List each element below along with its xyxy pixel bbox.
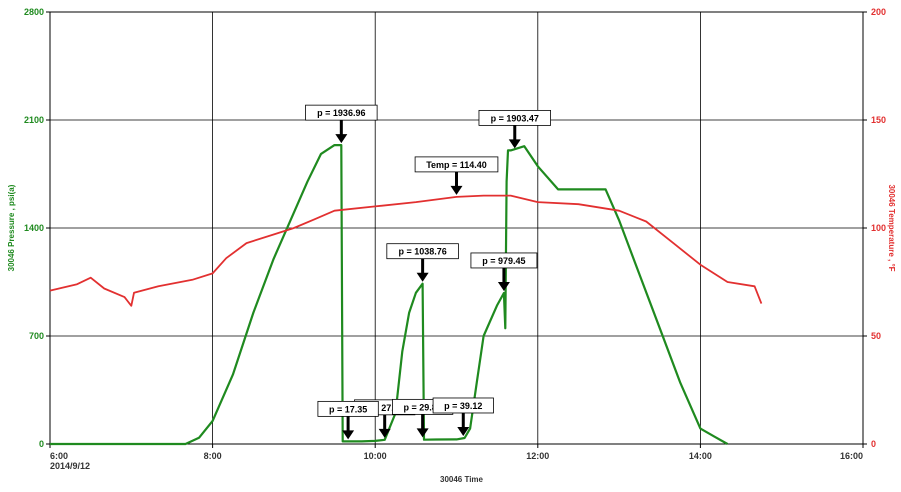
left-tick-label: 2100 [24, 115, 44, 125]
annotation-box [317, 400, 379, 417]
x-axis-ticks: 6:00 8:00 10:00 12:00 14:00 16:00 [49, 444, 864, 461]
x-tick-label: 6:00 [50, 451, 68, 461]
annotation: p = 39.12 [432, 397, 494, 436]
temperature-series-line [49, 194, 763, 307]
annotation-box [478, 109, 551, 126]
annotation-box [305, 104, 378, 121]
annotation-arrowhead [497, 281, 510, 291]
series-layer [49, 144, 763, 446]
x-tick-label: 8:00 [204, 451, 222, 461]
annotation: p = 1936.96 [305, 104, 378, 144]
left-axis-ticks: 0 700 1400 2100 2800 [24, 7, 50, 449]
annotation-label: p = 29.87 [403, 402, 441, 412]
annotation: p = 979.45 [470, 252, 538, 291]
annotation-arrowhead [342, 430, 355, 440]
date-label: 2014/9/12 [50, 461, 90, 471]
annotation: Temp = 114.40 [414, 156, 499, 195]
annotation-box [470, 252, 538, 269]
annotation-label: p = 17.35 [329, 404, 367, 414]
annotation-box [432, 397, 494, 414]
annotation-layer: p = 1936.96 p = 1903.47 Temp = 114.40 p = 1… [305, 104, 551, 440]
annotation-box [386, 243, 459, 260]
x-tick-label: 12:00 [526, 451, 549, 461]
right-tick-label: 100 [871, 223, 886, 233]
annotation-label: p = 1936.96 [317, 108, 365, 118]
right-tick-label: 150 [871, 115, 886, 125]
annotation-label: p = 1903.47 [491, 113, 539, 123]
right-tick-label: 200 [871, 7, 886, 17]
annotation-arrowhead [335, 134, 348, 144]
annotation: p = 1038.76 [386, 243, 459, 282]
left-tick-label: 2800 [24, 7, 44, 17]
x-tick-label: 16:00 [840, 451, 863, 461]
annotation-arrowhead [416, 272, 429, 282]
annotation-arrowhead [450, 185, 463, 195]
x-axis-title: 30046 Time [440, 475, 484, 484]
pressure-series-line [50, 144, 729, 446]
annotation-label: p = 979.45 [482, 256, 525, 266]
x-tick-label: 14:00 [689, 451, 712, 461]
x-tick-label: 10:00 [364, 451, 387, 461]
annotation-arrowhead [378, 428, 391, 438]
right-axis-title: 30046 Temperature , °F [887, 184, 896, 271]
annotation-label: p = 39.12 [444, 401, 482, 411]
annotation-box [414, 156, 499, 173]
annotation-arrowhead [416, 428, 429, 438]
annotation-arrowhead [508, 139, 521, 149]
annotation-label: p = 27.26 [366, 403, 404, 413]
right-tick-label: 0 [871, 439, 876, 449]
left-tick-label: 1400 [24, 223, 44, 233]
left-tick-label: 700 [29, 331, 44, 341]
annotation-arrowhead [457, 426, 470, 436]
annotation: p = 1903.47 [478, 109, 551, 149]
left-tick-label: 0 [39, 439, 44, 449]
right-axis-ticks: 0 50 100 150 200 [863, 7, 886, 449]
right-tick-label: 50 [871, 331, 881, 341]
annotation-label: p = 1038.76 [398, 247, 446, 257]
left-axis-title: 30046 Pressure , psi(a) [7, 184, 16, 271]
annotation-label: Temp = 114.40 [426, 160, 487, 170]
annotation: p = 17.35 [317, 400, 379, 440]
